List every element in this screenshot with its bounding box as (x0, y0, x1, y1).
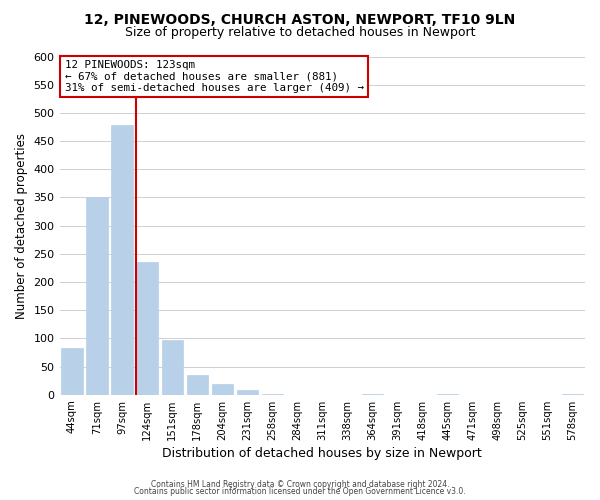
Bar (362, 394, 383, 395)
X-axis label: Distribution of detached houses by size in Newport: Distribution of detached houses by size … (163, 447, 482, 460)
Text: Size of property relative to detached houses in Newport: Size of property relative to detached ho… (125, 26, 475, 39)
Bar (112, 126, 133, 395)
Bar (262, 394, 283, 395)
Bar (136, 262, 158, 395)
Bar (161, 340, 183, 395)
Bar (212, 384, 233, 395)
Text: Contains public sector information licensed under the Open Government Licence v3: Contains public sector information licen… (134, 487, 466, 496)
Bar (86, 198, 108, 395)
Bar (187, 375, 208, 395)
Bar (562, 394, 583, 395)
Text: Contains HM Land Registry data © Crown copyright and database right 2024.: Contains HM Land Registry data © Crown c… (151, 480, 449, 489)
Bar (236, 390, 258, 395)
Text: 12, PINEWOODS, CHURCH ASTON, NEWPORT, TF10 9LN: 12, PINEWOODS, CHURCH ASTON, NEWPORT, TF… (85, 12, 515, 26)
Bar (437, 394, 458, 395)
Text: 12 PINEWOODS: 123sqm
← 67% of detached houses are smaller (881)
31% of semi-deta: 12 PINEWOODS: 123sqm ← 67% of detached h… (65, 60, 364, 93)
Bar (61, 348, 83, 395)
Y-axis label: Number of detached properties: Number of detached properties (15, 132, 28, 318)
